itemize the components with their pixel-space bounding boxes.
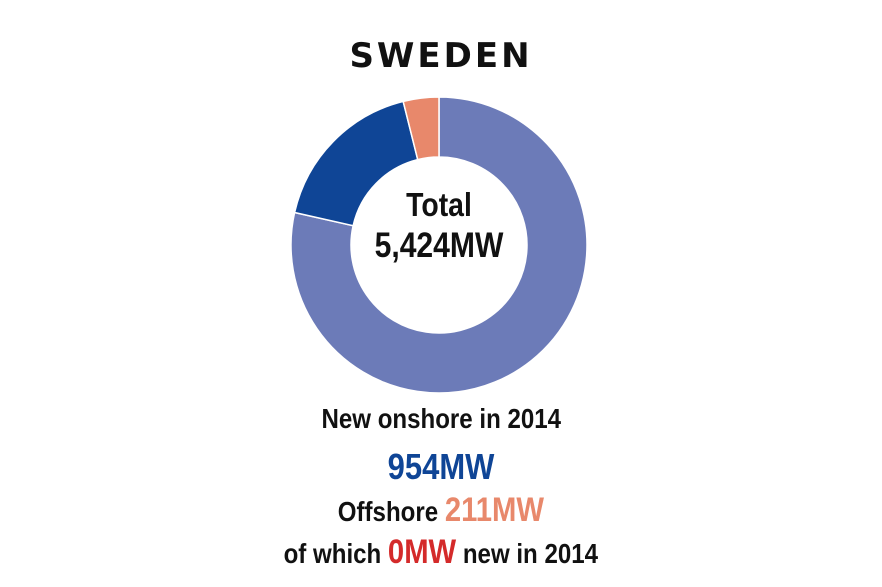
center-total-value: 5,424MW xyxy=(374,226,504,265)
new-offshore-line: of which 0MW new in 2014 xyxy=(0,533,882,572)
new-onshore-label: New onshore in 2014 xyxy=(321,403,561,434)
new-onshore-label-line: New onshore in 2014 xyxy=(0,403,882,435)
center-total-label: Total xyxy=(406,186,472,223)
offshore-label: Offshore xyxy=(337,496,439,527)
new-offshore-value: 0MW xyxy=(388,533,457,571)
donut-slice-existing-onshore xyxy=(290,96,588,394)
new-offshore-suffix: new in 2014 xyxy=(463,538,599,569)
donut-slice-offshore xyxy=(402,96,440,161)
new-offshore-prefix: of which xyxy=(283,538,382,569)
donut-chart xyxy=(290,96,588,394)
chart-title: SWEDEN xyxy=(349,36,533,76)
new-onshore-value-line: 954MW xyxy=(0,446,882,488)
new-onshore-value: 954MW xyxy=(387,446,495,487)
offshore-line: Offshore 211MW xyxy=(0,491,882,530)
offshore-value: 211MW xyxy=(444,491,545,529)
